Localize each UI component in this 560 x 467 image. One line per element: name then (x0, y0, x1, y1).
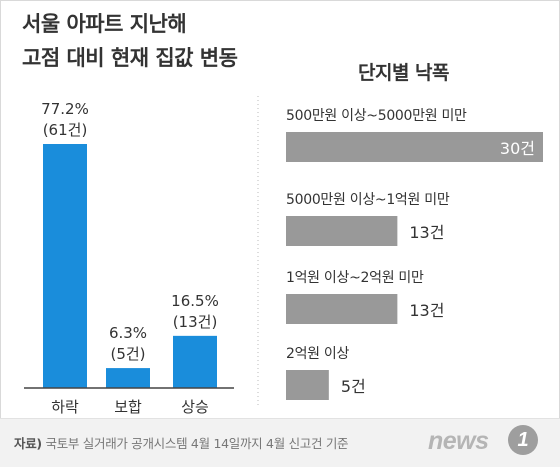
left-bar-1 (43, 144, 87, 388)
right-category-label: 1억원 이상~2억원 미만 (286, 270, 424, 286)
chart-title-line1: 서울 아파트 지난해 (22, 12, 187, 36)
news1-logo: news 1 (428, 421, 538, 461)
left-category-label: 보합 (114, 398, 142, 416)
right-bar-3 (286, 294, 398, 324)
source-label: 자료) (14, 436, 42, 451)
left-bar-count-label: (61건) (43, 121, 88, 139)
left-bar-value-label: 6.3% (109, 324, 147, 342)
left-bar-value-label: 77.2% (41, 100, 89, 118)
right-bar-2 (286, 216, 398, 246)
left-category-label: 하락 (51, 398, 79, 416)
right-bar-value-label: 5건 (341, 377, 366, 396)
right-bar-value-label: 13건 (409, 301, 444, 320)
left-bar-count-label: (13건) (173, 313, 218, 331)
source-text: 국토부 실거래가 공개시스템 4월 14일까지 4월 신고건 기준 (45, 436, 349, 451)
chart-title-line2: 고점 대비 현재 집값 변동 (22, 46, 238, 70)
right-chart-title: 단지별 낙폭 (358, 62, 450, 84)
right-bar-1 (286, 132, 543, 162)
charts-canvas: 77.2% (61건) 하락 6.3% (5건) 보합 16.5% (13건) 상승 500만원 … (24, 96, 543, 416)
left-bar-value-label: 16.5% (171, 292, 219, 310)
right-category-label: 2억원 이상 (286, 346, 349, 362)
right-category-label: 5000만원 이상~1억원 미만 (286, 192, 450, 208)
left-bar-count-label: (5건) (110, 345, 145, 363)
right-category-label: 500만원 이상~5000만원 미만 (286, 108, 467, 124)
logo-text: news (428, 427, 489, 455)
left-bar-2 (106, 368, 150, 388)
right-bar-4 (286, 370, 329, 400)
left-category-label: 상승 (181, 398, 209, 416)
right-bar-value-label: 13건 (409, 223, 444, 242)
logo-badge: 1 (508, 425, 538, 455)
source-note: 자료) 국토부 실거래가 공개시스템 4월 14일까지 4월 신고건 기준 (14, 433, 349, 452)
right-bar-value-label: 30건 (500, 139, 535, 158)
left-bar-3 (173, 335, 217, 388)
footer: 자료) 국토부 실거래가 공개시스템 4월 14일까지 4월 신고건 기준 ne… (0, 418, 560, 467)
